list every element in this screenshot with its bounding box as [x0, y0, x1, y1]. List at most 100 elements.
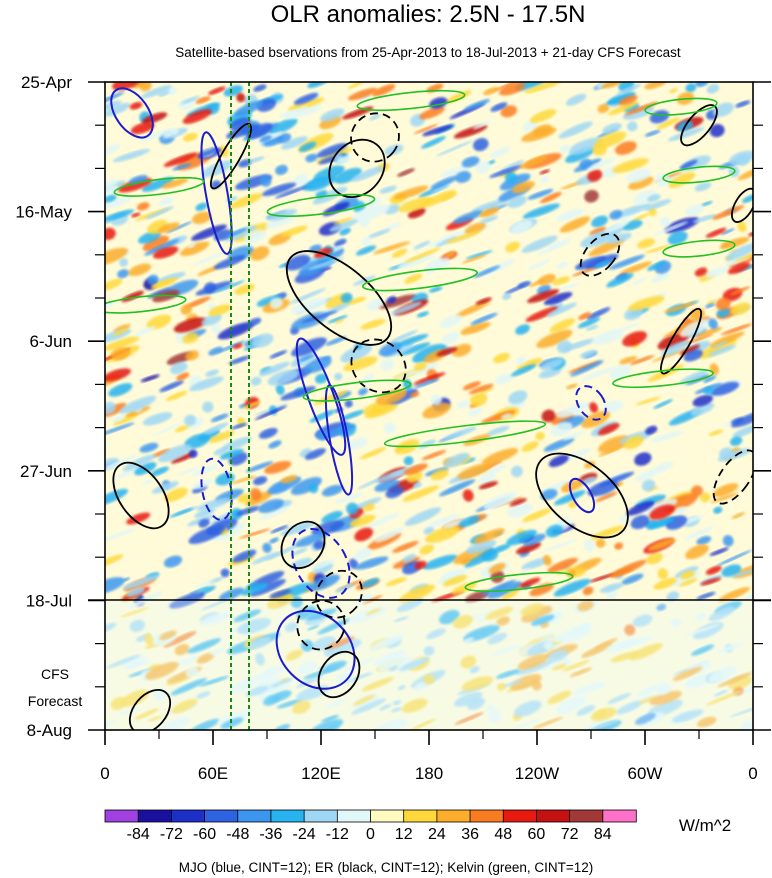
olr-cell	[500, 105, 518, 118]
olr-cell	[293, 173, 309, 187]
olr-cell	[169, 508, 194, 518]
olr-cell	[407, 207, 426, 219]
olr-cell	[502, 293, 512, 300]
olr-cell	[213, 229, 232, 241]
olr-cell	[138, 82, 152, 92]
olr-cell	[439, 314, 463, 329]
olr-cell	[462, 489, 474, 502]
olr-cell	[182, 109, 212, 124]
olr-cell	[319, 115, 342, 130]
olr-cell	[451, 581, 478, 595]
olr-cell	[189, 376, 224, 392]
olr-cell	[669, 88, 678, 94]
olr-cell	[590, 707, 617, 722]
olr-cell	[498, 82, 526, 96]
olr-cell	[541, 409, 556, 423]
olr-cell	[347, 82, 365, 90]
olr-cell	[255, 652, 265, 666]
olr-cell	[631, 277, 648, 286]
olr-cell	[649, 461, 674, 475]
olr-cell	[694, 612, 707, 622]
olr-cell	[345, 672, 373, 683]
olr-cell	[385, 577, 407, 587]
olr-cell	[189, 718, 220, 730]
olr-cell	[656, 117, 681, 130]
olr-cell	[454, 712, 484, 725]
olr-cell	[251, 333, 274, 348]
olr-cell	[505, 241, 520, 253]
olr-cell	[698, 346, 720, 359]
olr-cell	[705, 266, 728, 279]
olr-cell	[228, 355, 250, 365]
olr-cell	[455, 171, 472, 183]
olr-cell	[392, 556, 421, 569]
olr-cell	[112, 414, 125, 423]
olr-cell	[558, 121, 593, 139]
olr-cell	[718, 587, 751, 602]
olr-cell	[359, 446, 387, 460]
olr-cell	[711, 340, 729, 349]
olr-cell	[343, 356, 378, 372]
olr-cell	[291, 337, 327, 357]
olr-cell	[391, 248, 408, 258]
olr-cell	[268, 208, 297, 221]
y-tick-label: 25-Apr	[21, 73, 72, 92]
olr-cell	[710, 381, 740, 396]
olr-cell	[647, 261, 667, 271]
olr-cell	[201, 160, 233, 178]
olr-cell	[644, 244, 671, 254]
olr-cell	[710, 492, 739, 503]
olr-cell	[235, 506, 260, 516]
olr-cell	[519, 155, 548, 169]
olr-cell	[351, 204, 391, 222]
olr-cell	[468, 383, 494, 395]
olr-cell	[623, 435, 644, 450]
olr-cell	[490, 102, 508, 112]
olr-cell	[663, 301, 697, 314]
olr-cell	[205, 369, 219, 377]
olr-cell	[520, 567, 531, 573]
olr-cell	[727, 262, 751, 275]
olr-cell	[594, 638, 618, 650]
olr-cell	[414, 681, 429, 691]
olr-cell	[626, 501, 655, 516]
olr-cell	[199, 611, 231, 626]
olr-cell	[273, 682, 293, 693]
olr-cell	[184, 296, 211, 309]
olr-cell	[377, 655, 412, 672]
olr-cell	[446, 90, 472, 104]
olr-cell	[441, 331, 460, 344]
colorbar-swatch	[536, 809, 571, 823]
olr-cell	[113, 324, 131, 333]
olr-cell	[245, 461, 274, 473]
olr-cell	[403, 456, 414, 466]
olr-cell	[539, 169, 551, 175]
olr-cell	[141, 112, 168, 124]
olr-cell	[346, 437, 369, 450]
olr-cell	[420, 136, 446, 149]
olr-cell	[232, 549, 257, 563]
olr-cell	[700, 577, 722, 586]
olr-cell	[489, 165, 523, 178]
olr-cell	[553, 490, 586, 506]
olr-cell	[490, 644, 522, 656]
olr-cell	[653, 577, 677, 590]
kelvin-contour	[113, 176, 205, 197]
colorbar-swatch	[204, 809, 239, 823]
olr-cell	[543, 554, 552, 566]
olr-cell	[290, 547, 308, 556]
olr-cell	[344, 399, 353, 408]
olr-cell	[117, 707, 139, 716]
olr-cell	[349, 558, 359, 569]
olr-cell	[684, 623, 721, 637]
olr-cell	[652, 221, 689, 237]
olr-cell	[293, 92, 319, 105]
olr-cell	[372, 718, 408, 730]
olr-cell	[445, 230, 482, 244]
olr-cell	[493, 352, 510, 364]
olr-cell	[683, 349, 703, 362]
olr-cell	[589, 226, 607, 236]
olr-cell	[334, 492, 364, 504]
olr-cell	[276, 698, 303, 709]
olr-cell	[140, 374, 160, 382]
